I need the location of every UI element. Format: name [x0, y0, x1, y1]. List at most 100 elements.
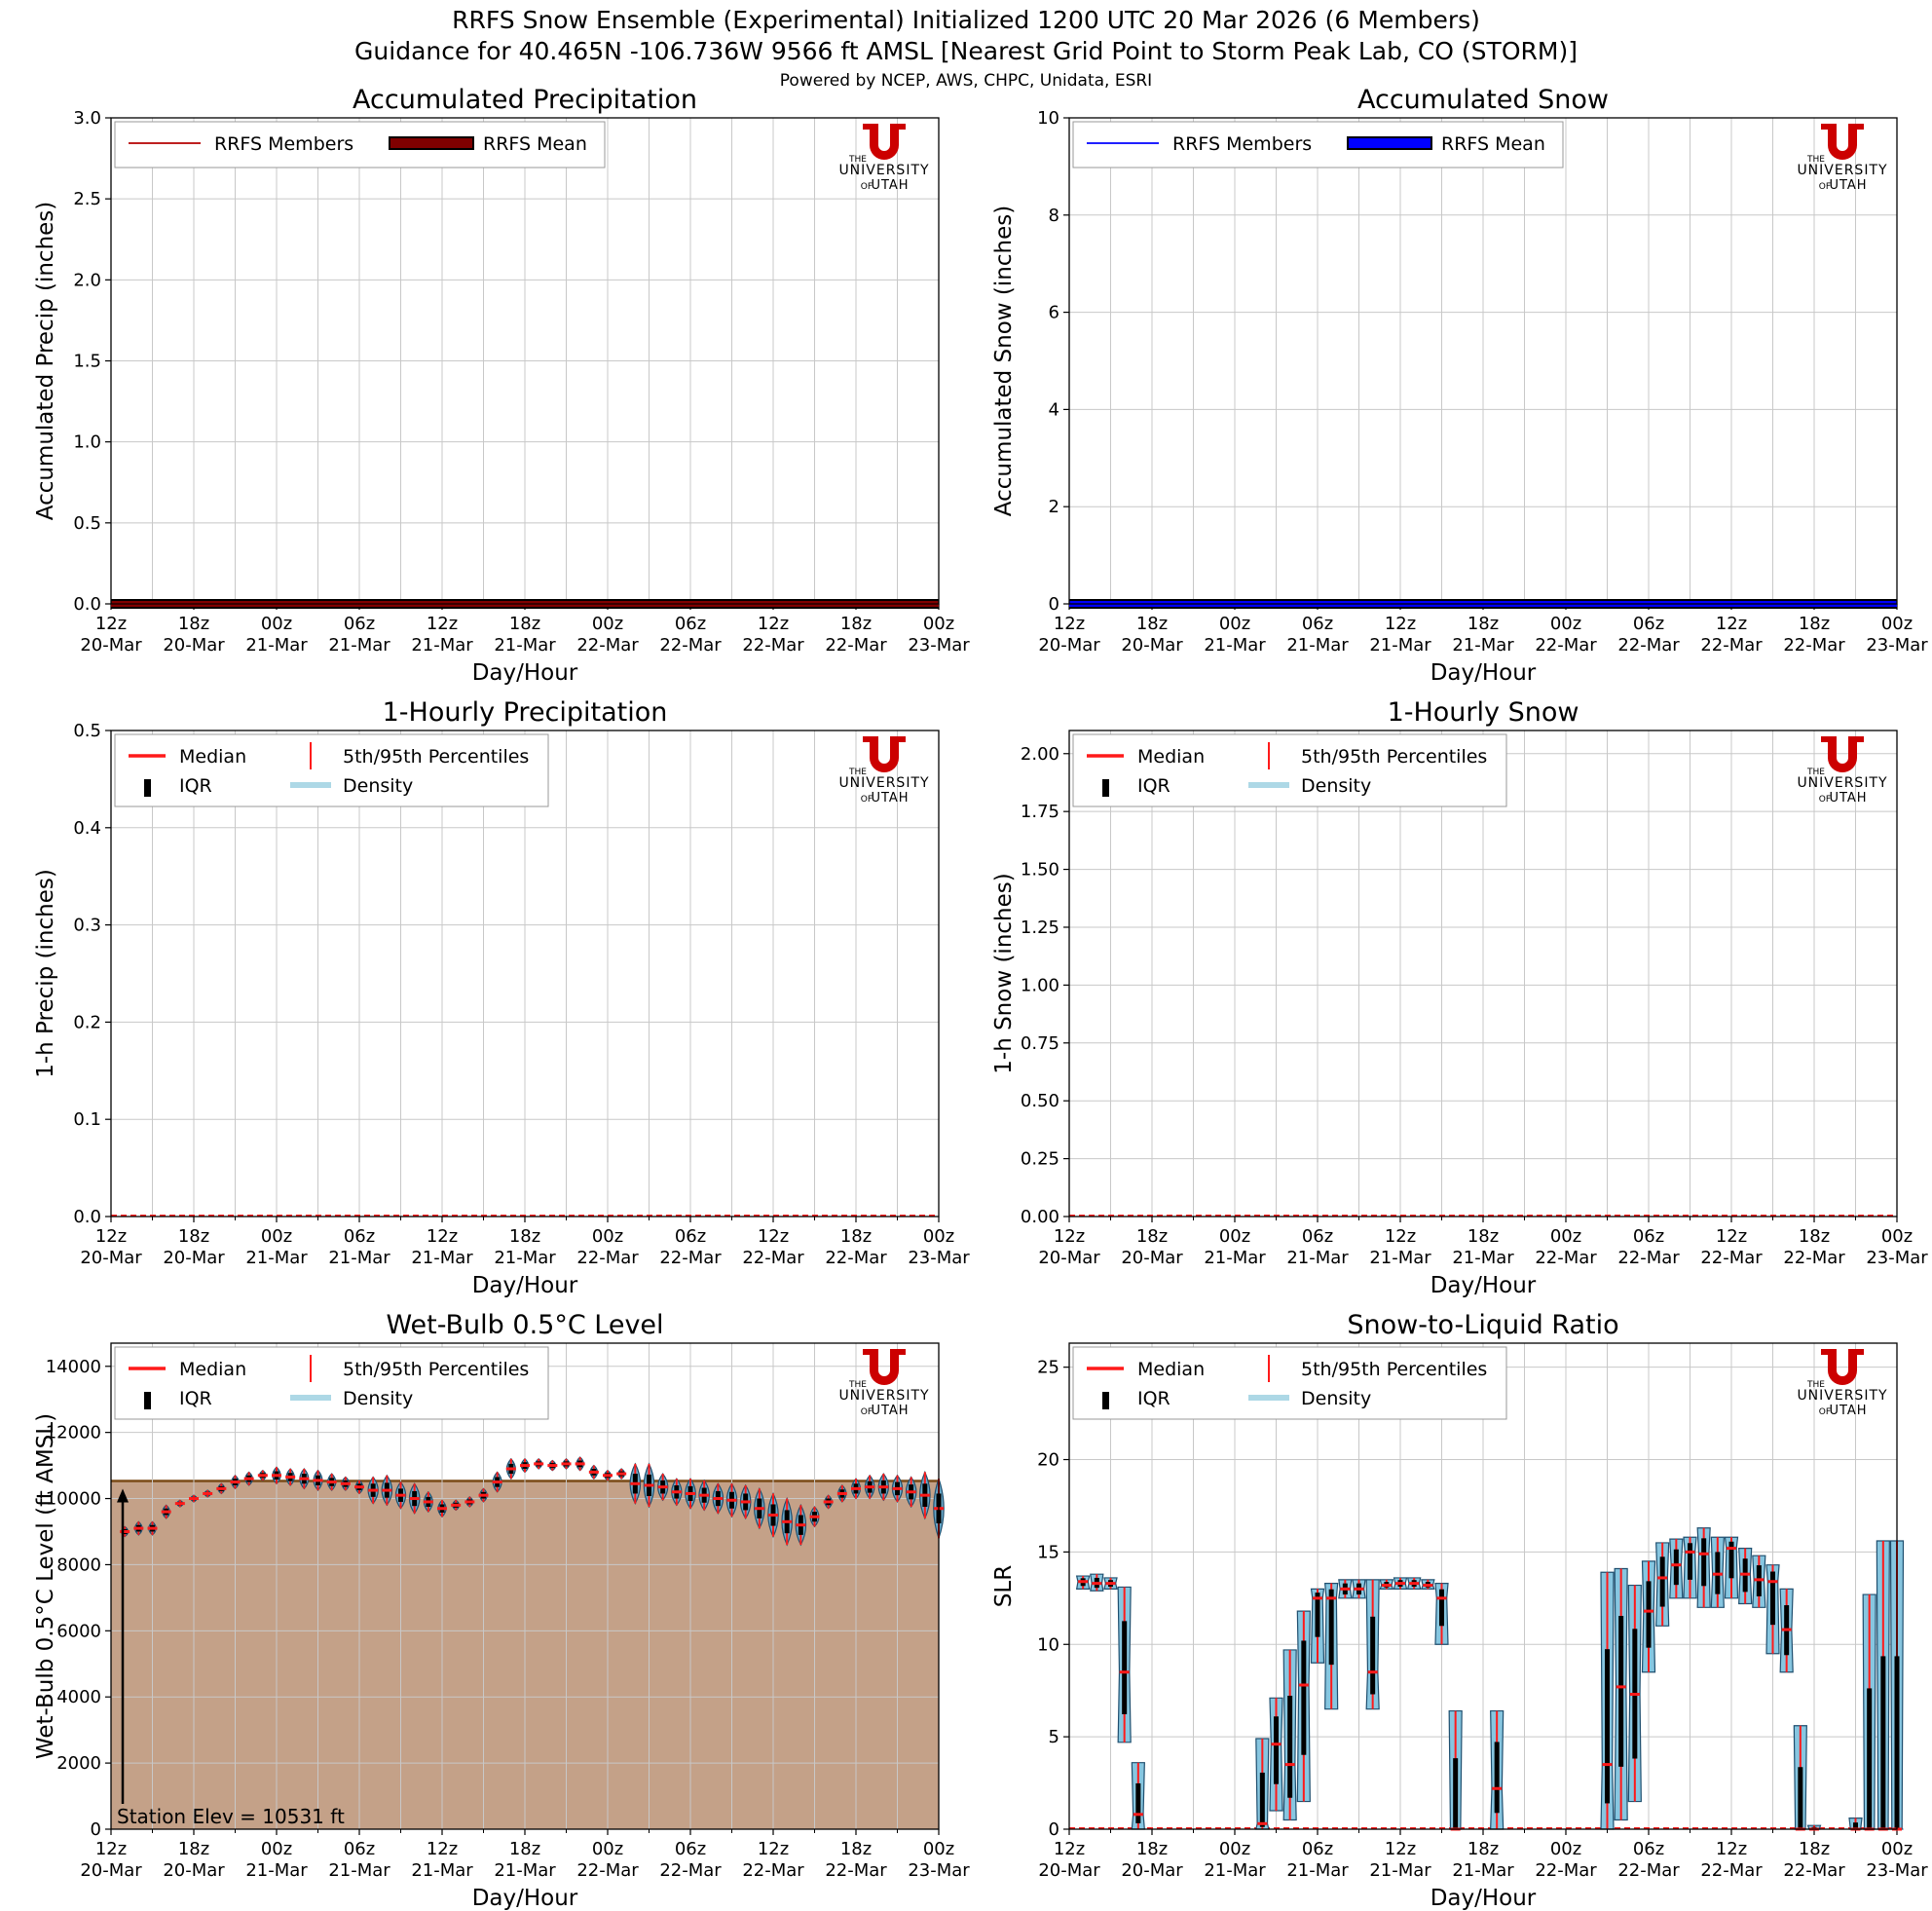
x-tick-label: 00z — [1550, 1839, 1581, 1859]
x-tick-label: 21-Mar — [1204, 635, 1266, 656]
legend-label-members: RRFS Members — [214, 133, 353, 155]
x-tick-label: 00z — [923, 1226, 954, 1247]
station-elev-label: Station Elev = 10531 ft — [117, 1805, 345, 1828]
x-tick-label: 12z — [427, 1226, 458, 1247]
y-tick-label: 15 — [1037, 1542, 1059, 1562]
legend-label-median: Median — [1137, 746, 1205, 768]
legend-label-iqr: IQR — [1137, 1388, 1170, 1409]
y-tick-label: 0 — [1049, 1819, 1059, 1840]
legend: Median 5th/95th Percentiles IQR Density — [114, 1346, 549, 1420]
plot-frame — [1068, 730, 1898, 1218]
figure-title-line1: RRFS Snow Ensemble (Experimental) Initia… — [452, 6, 1480, 34]
violin-iqr — [1853, 1822, 1858, 1829]
x-tick-label: 22-Mar — [1700, 1248, 1763, 1268]
y-tick-label: 1.25 — [1021, 918, 1059, 938]
x-tick-label: 21-Mar — [411, 1860, 473, 1881]
u-logo-mark — [1823, 1349, 1862, 1385]
x-tick-label: 00z — [923, 614, 954, 634]
u-logo-serif-left — [863, 124, 873, 130]
plot-frame — [110, 1342, 940, 1830]
x-tick-label: 23-Mar — [908, 635, 970, 656]
x-tick-label: 22-Mar — [825, 635, 887, 656]
violin-iqr — [1494, 1742, 1500, 1814]
x-tick-label: 12z — [1716, 1839, 1747, 1859]
legend: RRFS Members RRFS Mean — [1072, 121, 1564, 169]
x-tick-label: 00z — [1550, 614, 1581, 634]
u-logo-serif-left — [1821, 124, 1832, 130]
y-tick-label: 0.5 — [73, 513, 101, 534]
y-tick-label: 8000 — [56, 1555, 101, 1575]
x-tick-label: 20-Mar — [80, 1248, 142, 1268]
legend-label-median: Median — [179, 1359, 246, 1380]
logo-the: THE — [848, 155, 867, 165]
x-tick-label: 00z — [1219, 1226, 1250, 1247]
x-tick-label: 00z — [1881, 614, 1913, 634]
x-tick-label: 22-Mar — [1783, 1248, 1845, 1268]
u-logo-serif-right — [1853, 1349, 1864, 1355]
legend-label-density: Density — [1301, 1388, 1371, 1409]
logo-utah: UTAH — [871, 1404, 909, 1418]
x-tick-label: 12z — [758, 1226, 789, 1247]
x-tick-label: 22-Mar — [1617, 1248, 1680, 1268]
legend-swatch-mean — [1347, 136, 1432, 150]
x-tick-label: 21-Mar — [411, 1248, 473, 1268]
u-logo-serif-left — [863, 736, 873, 742]
x-axis-label: Day/Hour — [472, 1273, 578, 1298]
y-tick-label: 6000 — [56, 1621, 101, 1641]
x-tick-label: 00z — [1219, 614, 1250, 634]
plot-frame — [110, 117, 940, 605]
legend-label-iqr: IQR — [1137, 775, 1170, 797]
u-logo-serif-left — [1821, 1349, 1832, 1355]
violin-iqr — [1880, 1656, 1886, 1829]
y-tick-label: 4 — [1049, 399, 1059, 420]
x-tick-label: 22-Mar — [659, 1860, 722, 1881]
violin-iqr — [1688, 1543, 1692, 1580]
x-tick-label: 22-Mar — [1700, 635, 1763, 656]
violin-iqr — [1618, 1616, 1624, 1767]
violin-iqr — [1370, 1616, 1376, 1695]
u-logo-mark — [865, 1349, 904, 1385]
x-tick-label: 12z — [1054, 1226, 1085, 1247]
plot-frame — [1068, 117, 1898, 605]
legend-label-percentiles: 5th/95th Percentiles — [343, 746, 529, 768]
violin-iqr — [1315, 1592, 1320, 1637]
x-tick-label: 21-Mar — [494, 635, 556, 656]
legend-box — [1072, 1346, 1507, 1420]
x-tick-label: 12z — [1716, 1226, 1747, 1247]
x-tick-label: 18z — [1799, 1839, 1830, 1859]
x-axis-label: Day/Hour — [472, 660, 578, 686]
legend-label-density: Density — [343, 1388, 413, 1409]
legend-swatch-iqr — [1102, 1392, 1109, 1409]
legend-label-median: Median — [1137, 1359, 1205, 1380]
x-tick-label: 22-Mar — [742, 635, 804, 656]
logo-utah: UTAH — [1829, 791, 1867, 806]
x-tick-label: 22-Mar — [1535, 1248, 1597, 1268]
x-tick-label: 18z — [1136, 1226, 1168, 1247]
y-tick-label: 0.75 — [1021, 1033, 1059, 1054]
x-tick-label: 06z — [1302, 614, 1333, 634]
y-tick-label: 3.0 — [73, 108, 101, 129]
logo-the: THE — [848, 768, 867, 777]
figure-credits: Powered by NCEP, AWS, CHPC, Unidata, ESR… — [779, 71, 1153, 91]
violin-iqr — [1798, 1767, 1803, 1829]
x-tick-label: 22-Mar — [1535, 635, 1597, 656]
y-tick-label: 0.0 — [73, 594, 101, 615]
legend-label-median: Median — [179, 746, 246, 768]
x-tick-label: 18z — [1468, 1839, 1499, 1859]
x-tick-label: 22-Mar — [742, 1860, 804, 1881]
figure-title-line2: Guidance for 40.465N -106.736W 9566 ft A… — [354, 37, 1578, 65]
x-tick-label: 21-Mar — [494, 1860, 556, 1881]
u-logo-serif-left — [1821, 736, 1832, 742]
y-tick-label: 0.00 — [1021, 1207, 1059, 1227]
x-tick-label: 06z — [1633, 614, 1664, 634]
legend-swatch-iqr — [144, 779, 151, 797]
legend-box — [114, 121, 606, 169]
violin-iqr — [1453, 1758, 1459, 1829]
y-tick-label: 1.5 — [73, 352, 101, 372]
x-tick-label: 06z — [344, 614, 375, 634]
legend-label-members: RRFS Members — [1172, 133, 1312, 155]
x-tick-label: 23-Mar — [1866, 635, 1928, 656]
u-logo-mark — [1823, 736, 1862, 772]
